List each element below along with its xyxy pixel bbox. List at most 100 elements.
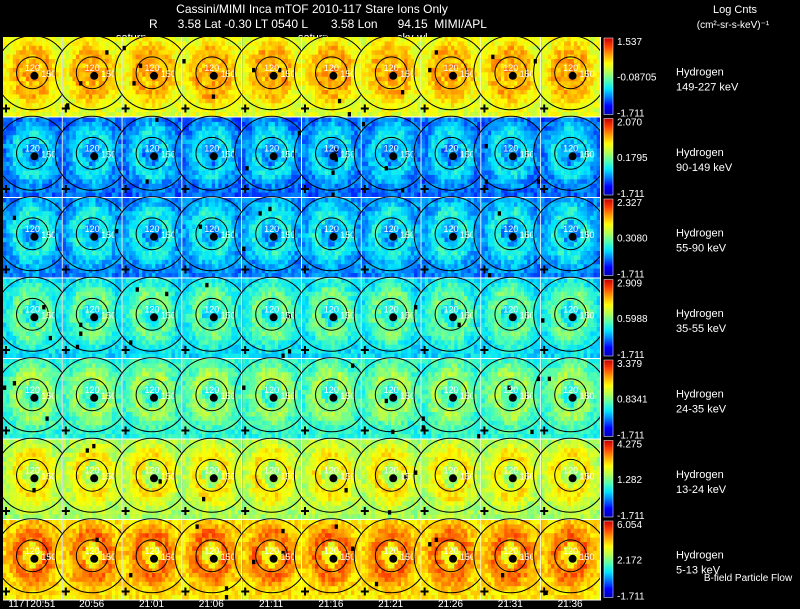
contour-label-150: 150 (460, 230, 475, 240)
planet-occultation (389, 72, 397, 80)
planet-occultation (389, 474, 397, 482)
planet-occultation (389, 152, 397, 160)
contour-label-150: 150 (41, 69, 56, 79)
contour-label-150: 150 (221, 471, 236, 481)
contour-label-150: 150 (340, 149, 355, 159)
planet-occultation (389, 555, 397, 563)
contour-label-120: 120 (204, 385, 219, 395)
contour-label-120: 120 (264, 304, 279, 314)
contour-label-120: 120 (443, 143, 458, 153)
planet-occultation (150, 233, 158, 241)
planet-occultation (30, 233, 38, 241)
planet-occultation (270, 152, 278, 160)
planet-occultation (90, 72, 98, 80)
colorbar-min-label: -1.711 (617, 592, 645, 603)
planet-occultation (449, 313, 457, 321)
time-label: 21:16 (318, 599, 343, 609)
contour-label-120: 120 (324, 224, 339, 234)
planet-occultation (30, 72, 38, 80)
contour-label-120: 120 (25, 465, 40, 475)
planet-occultation (30, 152, 38, 160)
units-title: Log Cnts (713, 4, 758, 16)
energy-label: 13-24 keV (676, 484, 727, 496)
time-label: 20:56 (79, 599, 104, 609)
planet-occultation (569, 233, 577, 241)
contour-label-150: 150 (520, 471, 535, 481)
contour-label-120: 120 (204, 143, 219, 153)
contour-label-120: 120 (384, 63, 399, 73)
contour-label-150: 150 (161, 149, 176, 159)
contour-label-150: 150 (41, 149, 56, 159)
planet-occultation (270, 394, 278, 402)
planet-occultation (270, 555, 278, 563)
planet-occultation (449, 394, 457, 402)
planet-occultation (569, 555, 577, 563)
planet-occultation (449, 152, 457, 160)
contour-label-120: 120 (324, 304, 339, 314)
planet-occultation (150, 152, 158, 160)
planet-occultation (90, 233, 98, 241)
energy-label: 35-55 keV (676, 323, 727, 335)
contour-label-120: 120 (443, 546, 458, 556)
contour-label-150: 150 (460, 69, 475, 79)
species-label: Hydrogen (676, 147, 724, 159)
planet-occultation (90, 555, 98, 563)
colorbar-mid-label: 1.282 (617, 475, 642, 486)
planet-occultation (449, 555, 457, 563)
contour-label-120: 120 (85, 63, 100, 73)
contour-label-150: 150 (221, 69, 236, 79)
contour-label-150: 150 (161, 471, 176, 481)
planet-occultation (389, 394, 397, 402)
planet-occultation (509, 233, 517, 241)
contour-label-120: 120 (25, 385, 40, 395)
contour-label-150: 150 (579, 310, 594, 320)
contour-label-150: 150 (280, 552, 295, 562)
planet-occultation (329, 474, 337, 482)
planet-occultation (210, 233, 218, 241)
panel-grid: 1201501201501201501201501201501201501201… (0, 36, 608, 601)
contour-label-120: 120 (264, 63, 279, 73)
contour-label-150: 150 (221, 310, 236, 320)
contour-label-150: 150 (161, 230, 176, 240)
planet-occultation (509, 474, 517, 482)
planet-occultation (270, 313, 278, 321)
contour-label-150: 150 (579, 230, 594, 240)
planet-occultation (389, 313, 397, 321)
planet-occultation (90, 152, 98, 160)
colorbar-max-label: 2.070 (617, 118, 642, 129)
species-label: Hydrogen (676, 549, 724, 561)
contour-label-120: 120 (503, 546, 518, 556)
contour-label-120: 120 (25, 304, 40, 314)
contour-label-150: 150 (280, 230, 295, 240)
contour-label-120: 120 (443, 385, 458, 395)
inca-image-grid: Cassini/MIMI Inca mTOF 2010-117 Stare Io… (0, 0, 800, 609)
energy-label: 149-227 keV (676, 81, 739, 93)
contour-label-120: 120 (264, 143, 279, 153)
contour-label-120: 120 (204, 224, 219, 234)
planet-occultation (90, 394, 98, 402)
